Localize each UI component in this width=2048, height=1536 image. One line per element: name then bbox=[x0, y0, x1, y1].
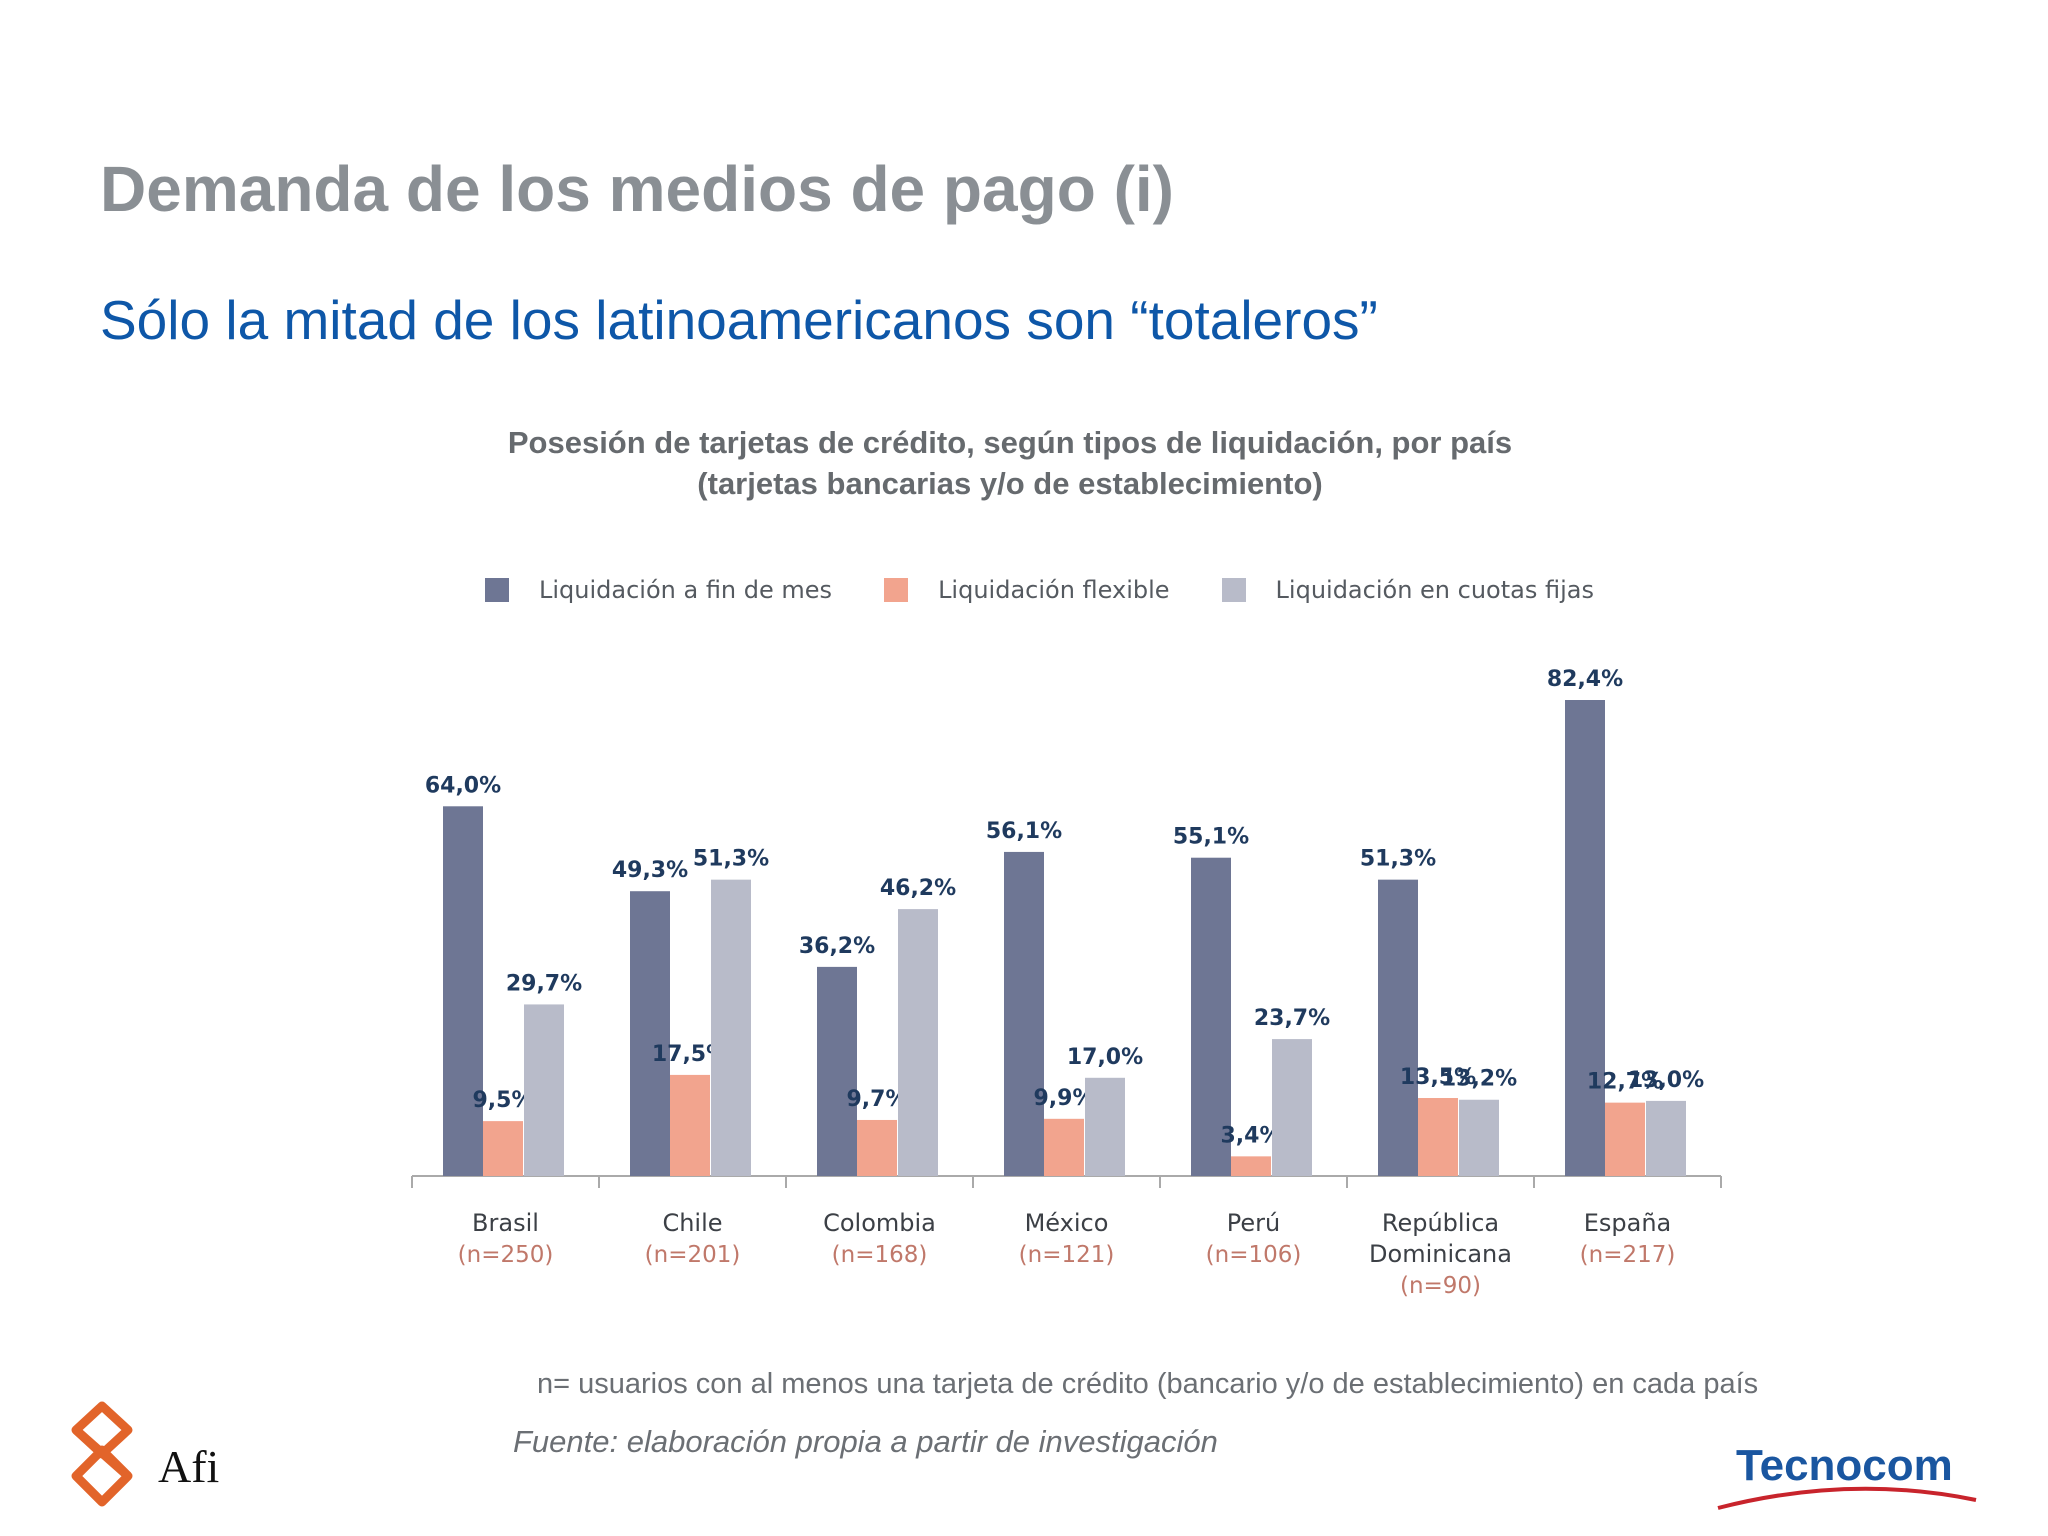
bar-fin-de-mes bbox=[443, 806, 483, 1176]
bar-flexible bbox=[670, 1074, 710, 1176]
afi-logo-text: Afi bbox=[158, 1441, 219, 1492]
bar-flexible bbox=[1418, 1098, 1458, 1176]
value-label-cuotas-fijas: 13,0% bbox=[1628, 1068, 1704, 1093]
bar-flexible bbox=[1231, 1156, 1271, 1176]
bar-fin-de-mes bbox=[817, 966, 857, 1176]
category-label: República bbox=[1382, 1209, 1499, 1237]
value-label-cuotas-fijas: 13,2% bbox=[1441, 1067, 1517, 1092]
bar-cuotas-fijas bbox=[898, 909, 938, 1176]
sample-size-label: (n=168) bbox=[832, 1242, 928, 1268]
value-label-cuotas-fijas: 51,3% bbox=[693, 847, 769, 872]
tecnocom-logo: Tecnocom bbox=[1700, 1430, 1990, 1525]
chart-title: Posesión de tarjetas de crédito, según t… bbox=[507, 425, 1513, 460]
bar-flexible bbox=[1044, 1118, 1084, 1176]
value-label-flexible: 9,9% bbox=[1033, 1086, 1094, 1111]
legend-item-cuotas-fijas: Liquidación en cuotas fijas bbox=[1221, 576, 1594, 604]
bar-fin-de-mes bbox=[1565, 700, 1605, 1176]
value-label-flexible: 9,5% bbox=[472, 1088, 533, 1113]
value-label-fin-de-mes: 36,2% bbox=[799, 934, 875, 959]
slide-title: Demanda de los medios de pago (i) bbox=[100, 153, 1174, 225]
bar-cuotas-fijas bbox=[1646, 1100, 1686, 1176]
category-label: Brasil bbox=[472, 1209, 539, 1237]
value-label-fin-de-mes: 64,0% bbox=[425, 773, 501, 798]
afi-knot-icon bbox=[71, 1401, 133, 1507]
bar-flexible bbox=[1605, 1102, 1645, 1176]
value-label-cuotas-fijas: 29,7% bbox=[506, 971, 582, 996]
sample-size-label: (n=250) bbox=[458, 1242, 554, 1268]
value-label-flexible: 3,4% bbox=[1220, 1123, 1281, 1148]
source-note: Fuente: elaboración propia a partir de i… bbox=[513, 1424, 1218, 1459]
bar-cuotas-fijas bbox=[711, 879, 751, 1176]
legend-swatch-flexible bbox=[884, 578, 909, 602]
value-label-cuotas-fijas: 17,0% bbox=[1067, 1045, 1143, 1070]
bar-cuotas-fijas bbox=[524, 1004, 564, 1176]
category-label: Dominicana bbox=[1369, 1240, 1512, 1268]
legend-label-flexible: Liquidación flexible bbox=[938, 576, 1170, 604]
sample-size-label: (n=201) bbox=[645, 1242, 741, 1268]
chart-subtitle: (tarjetas bancarias y/o de establecimien… bbox=[697, 466, 1323, 501]
category-label: México bbox=[1025, 1209, 1109, 1237]
afi-logo: Afi bbox=[62, 1400, 242, 1515]
bar-fin-de-mes bbox=[1004, 851, 1044, 1176]
value-label-fin-de-mes: 82,4% bbox=[1547, 667, 1623, 692]
value-label-fin-de-mes: 49,3% bbox=[612, 858, 688, 883]
bar-flexible bbox=[483, 1121, 523, 1176]
sample-size-label: (n=90) bbox=[1400, 1273, 1481, 1299]
bar-cuotas-fijas bbox=[1459, 1099, 1499, 1176]
value-label-fin-de-mes: 56,1% bbox=[986, 819, 1062, 844]
sample-size-label: (n=217) bbox=[1580, 1242, 1676, 1268]
chart-legend: Liquidación a fin de mes Liquidación fle… bbox=[485, 572, 1646, 608]
legend-label-cuotas-fijas: Liquidación en cuotas fijas bbox=[1275, 576, 1594, 604]
legend-item-fin-de-mes: Liquidación a fin de mes bbox=[485, 576, 832, 604]
slide-subtitle: Sólo la mitad de los latinoamericanos so… bbox=[100, 289, 1378, 351]
bar-fin-de-mes bbox=[1191, 857, 1231, 1176]
tecnocom-logo-text: Tecnocom bbox=[1736, 1441, 1953, 1490]
category-label: Colombia bbox=[823, 1209, 936, 1237]
legend-swatch-cuotas-fijas bbox=[1221, 578, 1246, 602]
legend-item-flexible: Liquidación flexible bbox=[884, 576, 1170, 604]
value-label-fin-de-mes: 51,3% bbox=[1360, 847, 1436, 872]
category-label: Perú bbox=[1227, 1209, 1280, 1237]
bar-cuotas-fijas bbox=[1272, 1039, 1312, 1176]
legend-swatch-fin-de-mes bbox=[485, 578, 509, 602]
value-label-cuotas-fijas: 23,7% bbox=[1254, 1006, 1330, 1031]
sample-size-label: (n=121) bbox=[1019, 1242, 1115, 1268]
value-label-flexible: 9,7% bbox=[846, 1087, 907, 1112]
tecnocom-swoosh-icon bbox=[1717, 1486, 1977, 1510]
legend-label-fin-de-mes: Liquidación a fin de mes bbox=[539, 576, 833, 604]
category-label: España bbox=[1584, 1209, 1672, 1237]
category-label: Chile bbox=[662, 1209, 722, 1237]
bar-fin-de-mes bbox=[630, 891, 670, 1176]
bar-flexible bbox=[857, 1119, 897, 1176]
sample-size-note: n= usuarios con al menos una tarjeta de … bbox=[537, 1368, 1759, 1400]
bar-cuotas-fijas bbox=[1085, 1077, 1125, 1176]
bar-chart: 64,0%9,5%29,7%Brasil(n=250)49,3%17,5%51,… bbox=[411, 667, 1722, 1299]
value-label-flexible: 12,7% bbox=[1587, 1070, 1663, 1095]
value-label-flexible: 13,5% bbox=[1400, 1065, 1476, 1090]
value-label-fin-de-mes: 55,1% bbox=[1173, 825, 1249, 850]
bar-fin-de-mes bbox=[1378, 879, 1418, 1176]
value-label-cuotas-fijas: 46,2% bbox=[880, 876, 956, 901]
sample-size-label: (n=106) bbox=[1206, 1242, 1302, 1268]
